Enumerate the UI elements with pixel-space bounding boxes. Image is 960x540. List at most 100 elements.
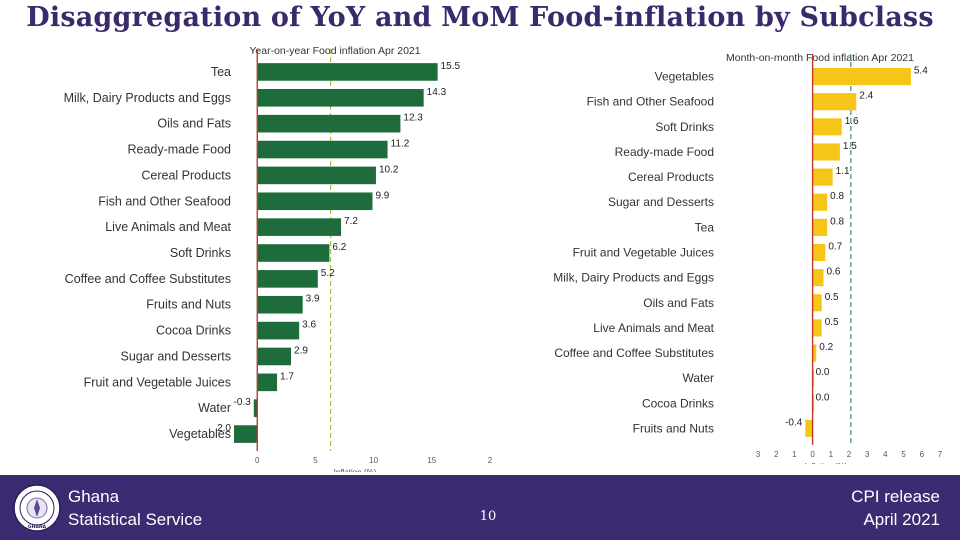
x-tick-label-0: 0 [255, 456, 260, 465]
value-label-1: 14.3 [427, 87, 447, 98]
category-label-0: Vegetables [655, 70, 714, 84]
value-label-13: 0.0 [816, 392, 830, 403]
bar-13 [253, 399, 258, 417]
bar-1 [812, 93, 857, 111]
organization-name: Ghana Statistical Service [68, 485, 202, 531]
x-tick-label-2: 1 [792, 450, 797, 459]
bar-13 [812, 394, 815, 412]
value-label-7: 6.2 [332, 242, 346, 253]
category-label-12: Fruit and Vegetable Juices [84, 375, 231, 389]
value-label-5: 9.9 [375, 190, 389, 201]
bar-4 [812, 168, 833, 186]
x-tick-label-2: 10 [369, 456, 378, 465]
value-label-8: 5.2 [321, 268, 335, 279]
value-label-2: 1.6 [845, 116, 859, 127]
bar-9 [257, 295, 303, 314]
bar-14 [234, 425, 258, 443]
value-label-8: 0.6 [827, 267, 841, 278]
value-label-6: 0.8 [830, 216, 844, 227]
bar-2 [812, 118, 842, 136]
category-label-11: Coffee and Coffee Substitutes [554, 346, 714, 360]
category-label-9: Oils and Fats [643, 296, 714, 310]
bar-0 [257, 63, 438, 81]
category-label-2: Soft Drinks [655, 120, 714, 134]
category-label-6: Tea [695, 220, 715, 234]
x-tick-label-5: 2 [847, 450, 852, 459]
bar-0 [812, 68, 911, 86]
bar-7 [812, 243, 826, 262]
bar-9 [812, 294, 822, 312]
chart-title: Month-on-month Food inflation Apr 2021 [726, 52, 914, 64]
bar-1 [257, 89, 424, 107]
category-label-6: Live Animals and Meat [105, 220, 231, 234]
value-label-10: 0.5 [825, 317, 839, 328]
category-label-8: Coffee and Coffee Substitutes [65, 272, 231, 286]
bar-3 [812, 143, 840, 161]
value-label-11: 2.9 [294, 345, 308, 356]
category-label-14: Fruits and Nuts [633, 421, 714, 435]
logo-text: GHANA [28, 524, 47, 530]
category-label-9: Fruits and Nuts [146, 298, 231, 312]
category-label-12: Water [682, 371, 714, 385]
release-line-2: April 2021 [863, 510, 940, 529]
value-label-3: 11.2 [391, 139, 410, 150]
value-label-0: 15.5 [441, 61, 461, 72]
value-label-14: 2.0 [217, 423, 231, 434]
x-tick-label-8: 5 [901, 450, 906, 459]
yoy-inflation-chart: Year-on-year Food inflation Apr 2021 Tea 1… [64, 45, 493, 472]
x-tick-label-3: 0 [810, 450, 815, 459]
value-label-14: -0.4 [785, 417, 803, 428]
value-label-3: 1.5 [843, 141, 857, 152]
bar-8 [257, 270, 318, 288]
release-line-1: CPI release [851, 487, 940, 506]
value-label-4: 10.2 [379, 164, 399, 175]
bar-4 [257, 166, 376, 185]
org-line-2: Statistical Service [68, 510, 203, 529]
value-label-12: 0.0 [816, 367, 830, 378]
value-label-12: 1.7 [280, 371, 294, 382]
x-tick-label-9: 6 [920, 450, 925, 459]
x-tick-label-7: 4 [883, 450, 888, 459]
value-label-4: 1.1 [836, 166, 850, 177]
footer-bar: GHANA Ghana Statistical Service 10 CPI r… [0, 475, 960, 540]
category-label-10: Cocoa Drinks [156, 324, 231, 338]
bar-10 [812, 319, 822, 337]
x-axis-label: Inflation (%) [805, 462, 848, 464]
category-label-4: Cereal Products [141, 168, 231, 182]
category-label-1: Fish and Other Seafood [587, 95, 714, 109]
category-label-8: Milk, Dairy Products and Eggs [553, 271, 714, 285]
category-label-5: Fish and Other Seafood [98, 194, 231, 208]
bar-5 [257, 192, 373, 211]
category-label-13: Water [198, 401, 231, 415]
bar-10 [257, 321, 300, 340]
x-tick-label-4: 2 [488, 456, 493, 465]
value-label-2: 12.3 [403, 113, 423, 124]
value-label-13: -0.3 [234, 397, 252, 408]
category-label-1: Milk, Dairy Products and Eggs [64, 91, 231, 105]
value-label-5: 0.8 [830, 191, 844, 202]
bar-7 [257, 244, 330, 262]
category-label-3: Ready-made Food [127, 143, 231, 157]
value-label-10: 3.6 [302, 320, 316, 331]
x-tick-label-4: 1 [829, 450, 834, 459]
page-title: Disaggregation of YoY and MoM Food-infla… [26, 2, 934, 33]
x-tick-label-1: 2 [774, 450, 779, 459]
release-info: CPI release April 2021 [851, 485, 940, 531]
bar-14 [805, 419, 813, 437]
bar-11 [257, 347, 292, 366]
x-tick-label-3: 15 [427, 456, 436, 465]
value-label-11: 0.2 [819, 342, 833, 353]
category-label-5: Sugar and Desserts [608, 195, 714, 209]
gss-logo: GHANA [13, 484, 61, 532]
bar-6 [812, 218, 828, 236]
bar-3 [257, 140, 388, 159]
category-label-2: Oils and Fats [157, 117, 231, 131]
value-label-9: 0.5 [825, 292, 839, 303]
x-tick-label-1: 5 [313, 456, 318, 465]
category-label-11: Sugar and Desserts [121, 349, 231, 363]
bar-6 [257, 218, 342, 236]
x-tick-label-10: 7 [938, 450, 943, 459]
bar-8 [812, 269, 824, 287]
value-label-0: 5.4 [914, 66, 928, 77]
value-label-1: 2.4 [859, 91, 873, 102]
